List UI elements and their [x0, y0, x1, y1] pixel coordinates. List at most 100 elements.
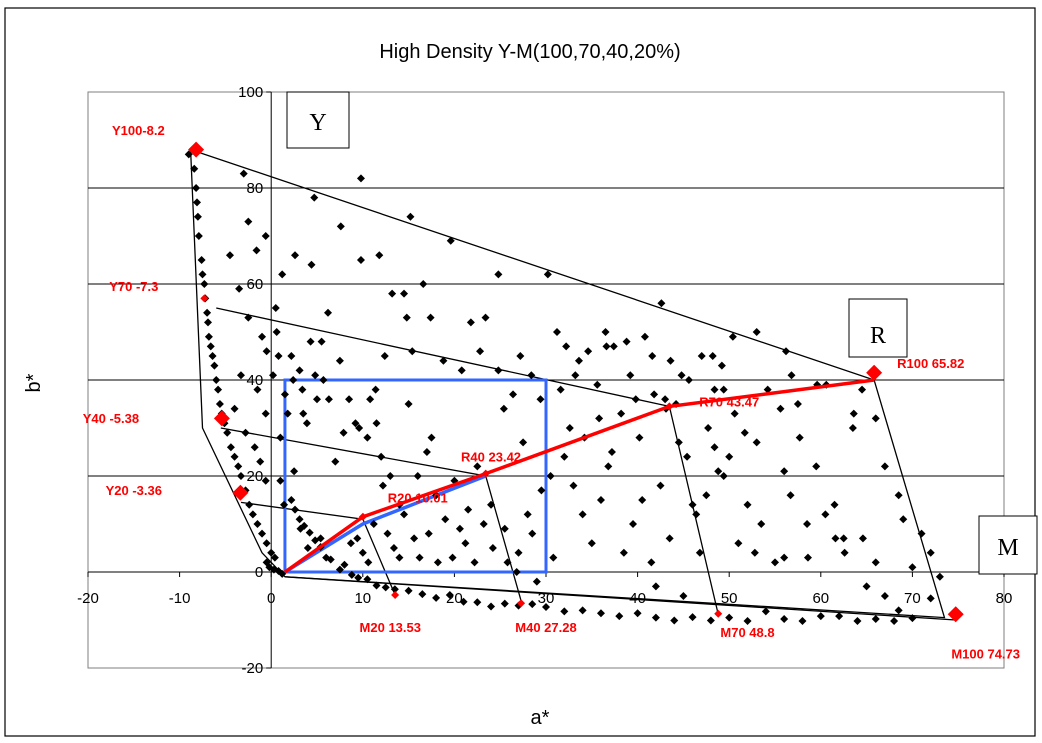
- scatter-point: [356, 174, 365, 183]
- data-label: Y100-8.2: [112, 123, 165, 138]
- scatter-point: [793, 400, 802, 408]
- scatter-point: [617, 409, 626, 418]
- scatter-point: [556, 385, 565, 394]
- scatter-point: [512, 568, 521, 576]
- scatter-point: [781, 347, 790, 356]
- scatter-point: [269, 371, 278, 380]
- scatter-point: [363, 433, 372, 442]
- scatter-point: [565, 424, 574, 432]
- scatter-point: [719, 472, 728, 480]
- scatter-point: [258, 529, 267, 538]
- scatter-point: [780, 553, 789, 562]
- scatter-point: [278, 270, 287, 279]
- scatter-point: [272, 328, 281, 336]
- scatter-point: [657, 299, 666, 308]
- scatter-point: [340, 560, 349, 569]
- scatter-point: [372, 581, 381, 590]
- scatter-point: [305, 528, 314, 537]
- scatter-point: [688, 613, 697, 622]
- scatter-point: [310, 193, 319, 202]
- data-label: R40 23.42: [461, 450, 521, 465]
- y-tick-label: 40: [247, 372, 264, 389]
- scatter-point: [871, 615, 880, 624]
- highlight-point: [481, 469, 490, 478]
- scatter-point: [523, 510, 532, 519]
- scatter-point: [622, 337, 631, 346]
- scatter-point: [853, 616, 862, 625]
- scatter-point: [245, 500, 254, 509]
- scatter-point: [734, 539, 743, 548]
- scatter-point: [619, 548, 628, 557]
- scatter-point: [626, 371, 635, 380]
- scatter-point: [354, 573, 363, 582]
- scatter-point: [302, 419, 311, 428]
- scatter-point: [366, 395, 375, 404]
- scatter-point: [289, 376, 298, 384]
- scatter-point: [803, 520, 812, 528]
- scatter-point: [206, 342, 215, 351]
- scatter-point: [487, 500, 496, 509]
- scatter-point: [408, 347, 417, 356]
- scatter-point: [674, 438, 683, 447]
- scatter-point: [481, 313, 490, 322]
- y-tick-label: -20: [242, 660, 264, 677]
- scatter-point: [262, 539, 271, 548]
- scatter-point: [395, 553, 404, 562]
- scatter-point: [651, 582, 660, 591]
- scatter-point: [194, 232, 203, 240]
- scatter-point: [355, 424, 364, 432]
- scatter-point: [244, 217, 253, 226]
- scatter-point: [448, 553, 457, 562]
- scatter-point: [795, 433, 804, 442]
- scatter-point: [500, 599, 509, 608]
- scatter-point: [858, 385, 867, 394]
- scatter-point: [316, 534, 325, 543]
- corner-label-y: Y: [309, 110, 326, 136]
- data-label: M20 13.53: [360, 620, 421, 635]
- highlight-point: [358, 512, 367, 521]
- scatter-point: [262, 347, 271, 356]
- scatter-point: [464, 505, 473, 514]
- scatter-point: [835, 612, 844, 621]
- highlight-point: [188, 141, 205, 158]
- scatter-point: [537, 486, 546, 495]
- scatter-point: [780, 615, 789, 624]
- scatter-point: [596, 609, 605, 618]
- scatter-point: [666, 356, 675, 365]
- scatter-point: [313, 395, 321, 404]
- scatter-point: [193, 212, 202, 221]
- scatter-point: [780, 467, 789, 476]
- x-tick-label: 70: [904, 590, 921, 607]
- scatter-point: [908, 614, 917, 623]
- scatter-point: [926, 594, 935, 603]
- scatter-point: [470, 558, 479, 567]
- scatter-point: [261, 409, 270, 418]
- scatter-point: [661, 395, 670, 404]
- scatter-point: [728, 332, 737, 341]
- scatter-point: [635, 433, 644, 442]
- scatter-point: [849, 409, 858, 418]
- scatter-point: [761, 607, 770, 616]
- scatter-point: [656, 481, 665, 490]
- scatter-point: [543, 270, 552, 279]
- scatter-point: [244, 313, 253, 322]
- scatter-point: [532, 577, 541, 586]
- scatter-point: [926, 548, 935, 557]
- scatter-point: [562, 342, 571, 351]
- scatter-point: [410, 534, 419, 543]
- scatter-point: [234, 462, 243, 471]
- x-tick-label: 10: [354, 590, 371, 607]
- scatter-point: [763, 385, 772, 394]
- scatter-point: [311, 371, 320, 380]
- scatter-point: [287, 352, 296, 360]
- scatter-point: [670, 616, 679, 625]
- scatter-point: [375, 251, 384, 260]
- scatter-point: [692, 510, 701, 519]
- corner-box-r: R: [848, 298, 908, 358]
- x-tick-label: -10: [169, 590, 191, 607]
- scatter-point: [516, 352, 525, 360]
- scatter-point: [776, 404, 785, 413]
- scatter-point: [236, 371, 245, 380]
- highlight-point: [391, 591, 400, 600]
